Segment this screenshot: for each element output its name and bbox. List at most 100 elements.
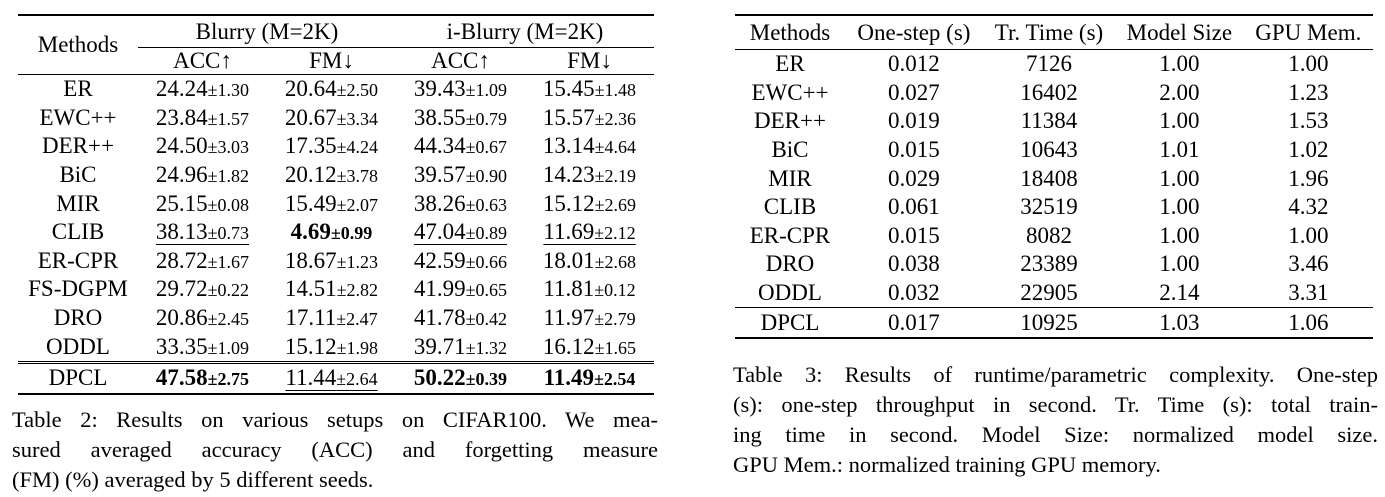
- std-value: ±2.36: [594, 108, 637, 129]
- value-wrap: 44.34±0.67: [414, 133, 507, 158]
- value-wrap: 23.84±1.57: [156, 105, 249, 130]
- table-row: DPCL 47.58±2.75 11.44±2.64 50.22±0.39 11.49±…: [18, 360, 654, 395]
- value-wrap: 15.45±1.48: [543, 76, 636, 101]
- value-cell: 20.12±3.78: [267, 161, 396, 190]
- table-3-body: ER 0.012 7126 1.00 1.00 EWC++ 0.027 16402 2.00 1.…: [735, 50, 1373, 339]
- value-cell: 22905: [1020, 280, 1078, 306]
- column-header: GPU Mem.: [1243, 14, 1373, 50]
- value-cell: 47.58±2.75: [138, 360, 267, 395]
- method-cell: CLIB: [763, 194, 817, 220]
- std-value: ±1.23: [336, 251, 379, 272]
- value-wrap: 15.12±2.69: [543, 191, 636, 216]
- value-wrap: 16.12±1.65: [543, 334, 636, 359]
- mean-value: 44.34: [413, 133, 466, 159]
- mean-value: 11.81: [543, 276, 595, 302]
- std-value: ±0.65: [465, 280, 508, 301]
- std-value: ±2.45: [207, 309, 250, 330]
- table-row: DRO 0.038 23389 1.00 3.46: [735, 250, 1373, 279]
- value-cell: 20.64±2.50: [267, 73, 396, 104]
- group-header-blurry: Blurry (M=2K): [138, 14, 396, 48]
- table-3: Methods One-step (s) Tr. Time (s) Model …: [735, 14, 1373, 339]
- mean-value: 38.26: [413, 190, 466, 216]
- value-cell: 11.69±2.12: [525, 218, 654, 247]
- std-value: ±0.42: [465, 309, 508, 330]
- value-cell: 1.00: [1159, 165, 1200, 191]
- value-wrap: 50.22±0.39: [414, 365, 507, 390]
- table-row: ODDL 0.032 22905 2.14 3.31: [735, 279, 1373, 308]
- mean-value: 33.35: [155, 333, 208, 359]
- value-cell: 1.00: [1288, 51, 1329, 77]
- method-cell: DER++: [754, 108, 826, 134]
- mean-value: 29.72: [155, 276, 208, 302]
- value-cell: 11.81±0.12: [525, 275, 654, 304]
- value-wrap: 20.64±2.50: [285, 76, 378, 101]
- value-cell: 1.00: [1159, 194, 1200, 220]
- value-wrap: 33.35±1.09: [156, 334, 249, 359]
- method-cell: DRO: [53, 305, 103, 331]
- mean-value: 17.11: [285, 305, 337, 331]
- group-header-i-blurry: i-Blurry (M=2K): [396, 14, 654, 48]
- mean-value: 11.49: [543, 365, 595, 391]
- std-value: ±0.63: [465, 194, 508, 215]
- value-wrap: 11.81±0.12: [543, 276, 635, 301]
- table-row: EWC++ 23.84±1.57 20.67±3.34 38.55±0.79 15.57…: [18, 104, 654, 133]
- column-header: Methods: [735, 14, 845, 50]
- value-wrap: 18.01±2.68: [543, 248, 636, 273]
- table-row: BiC 24.96±1.82 20.12±3.78 39.57±0.90 14.23±2…: [18, 161, 654, 190]
- value-wrap: 47.58±2.75: [156, 365, 249, 390]
- value-cell: 32519: [1020, 194, 1078, 220]
- value-cell: 2.00: [1159, 79, 1200, 105]
- table-row: EWC++ 0.027 16402 2.00 1.23: [735, 79, 1373, 108]
- method-cell: EWC++: [751, 79, 829, 105]
- caption-line: ing time in second. Model Size: normaliz…: [733, 422, 1378, 447]
- value-cell: 18.01±2.68: [525, 247, 654, 276]
- std-value: ±0.39: [465, 369, 508, 390]
- method-cell: DPCL: [18, 360, 138, 395]
- subheader-acc: ACC↑: [396, 47, 525, 75]
- value-cell: 38.13±0.73: [138, 218, 267, 247]
- value-cell: 15.45±1.48: [525, 73, 654, 104]
- value-cell: 4.69±0.99: [267, 218, 396, 247]
- value-cell: 42.59±0.66: [396, 247, 525, 276]
- mean-value: 15.12: [284, 333, 337, 359]
- mean-value: 14.51: [284, 276, 337, 302]
- value-cell: 3.46: [1288, 251, 1329, 277]
- value-cell: 18.67±1.23: [267, 247, 396, 276]
- value-cell: 2.14: [1159, 280, 1200, 306]
- std-value: ±1.48: [594, 80, 637, 101]
- mean-value: 17.35: [284, 133, 337, 159]
- value-cell: 11.49±2.54: [525, 360, 654, 395]
- value-cell: 1.00: [1159, 51, 1200, 77]
- value-cell: 1.01: [1159, 137, 1200, 163]
- method-cell: ODDL: [46, 333, 110, 359]
- mean-value: 39.57: [413, 162, 466, 188]
- method-cell: EWC++: [39, 104, 117, 130]
- std-value: ±1.98: [336, 337, 379, 358]
- std-value: ±0.90: [465, 166, 508, 187]
- value-cell: 0.017: [845, 307, 983, 339]
- value-cell: 1.06: [1243, 307, 1373, 339]
- value-wrap: 11.69±2.12: [543, 219, 635, 244]
- value-cell: 10925: [982, 307, 1116, 339]
- value-wrap: 15.57±2.36: [543, 105, 636, 130]
- value-wrap: 42.59±0.66: [414, 248, 507, 273]
- std-value: ±0.08: [207, 194, 250, 215]
- value-wrap: 20.67±3.34: [285, 105, 378, 130]
- std-value: ±1.32: [465, 337, 508, 358]
- value-cell: 25.15±0.08: [138, 189, 267, 218]
- std-value: ±2.54: [594, 369, 636, 390]
- value-cell: 24.24±1.30: [138, 73, 267, 104]
- std-value: ±0.22: [207, 280, 250, 301]
- mean-value: 42.59: [413, 247, 466, 273]
- mean-value: 23.84: [155, 104, 208, 130]
- value-wrap: 17.35±4.24: [285, 133, 378, 158]
- value-wrap: 24.50±3.03: [156, 133, 249, 158]
- value-cell: 1.00: [1159, 251, 1200, 277]
- std-value: ±1.57: [207, 108, 250, 129]
- value-cell: 0.019: [888, 108, 940, 134]
- table-row: ER 24.24±1.30 20.64±2.50 39.43±1.09 15.45±1.…: [18, 73, 654, 104]
- std-value: ±2.50: [336, 80, 379, 101]
- mean-value: 16.12: [542, 333, 595, 359]
- std-value: ±2.47: [336, 309, 378, 330]
- value-cell: 11.97±2.79: [525, 304, 654, 333]
